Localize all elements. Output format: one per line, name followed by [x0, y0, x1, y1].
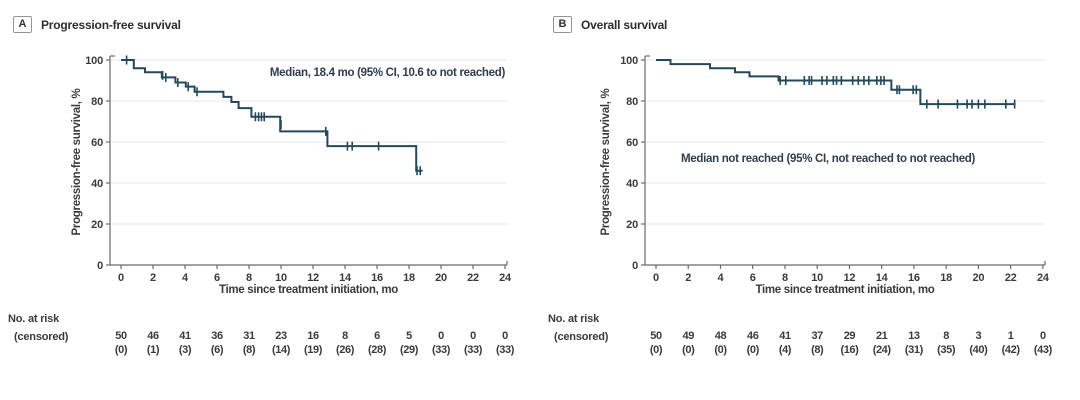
x-tick-label-24: 24 [1037, 272, 1050, 284]
y-tick-label-20: 20 [626, 219, 638, 231]
y-tick-label-20: 20 [91, 219, 103, 231]
survival-curve [121, 59, 423, 172]
x-tick-label-20: 20 [972, 272, 984, 284]
panel-b-no-at-risk-label: No. at risk [548, 313, 599, 325]
panel-a-title: Progression-free survival [41, 17, 181, 32]
survival-curve [656, 59, 1016, 106]
x-tick-label-4: 4 [182, 272, 189, 284]
panel-a-censored-label: (censored) [14, 331, 69, 343]
x-tick-label-22: 22 [467, 272, 479, 284]
panel-a-letter-badge: A [13, 16, 32, 33]
y-tick-label-40: 40 [626, 178, 638, 190]
y-tick-label-80: 80 [626, 96, 638, 108]
x-tick-label-6: 6 [214, 272, 220, 284]
panel-overall-survival: B Overall survival 0 20 40 60 80 100 0 2 4 6 8 10 12… [540, 0, 1080, 400]
panel-b-median-annotation: Median not reached (95% CI, not reached … [681, 153, 976, 165]
x-tick-label-10: 10 [275, 272, 287, 284]
y-tick-label-0: 0 [632, 260, 638, 272]
x-tick-label-20: 20 [435, 272, 447, 284]
x-tick-label-22: 22 [1005, 272, 1017, 284]
x-tick-label-2: 2 [150, 272, 156, 284]
x-tick-label-16: 16 [908, 272, 920, 284]
panel-b-title: Overall survival [581, 17, 668, 32]
x-tick-label-0: 0 [653, 272, 659, 284]
panel-a-median-annotation: Median, 18.4 mo (95% CI, 10.6 to not rea… [269, 67, 505, 79]
x-tick-label-0: 0 [118, 272, 124, 284]
y-tick-label-80: 80 [91, 96, 103, 108]
x-tick-label-6: 6 [750, 272, 756, 284]
panel-progression-free-survival: A Progression-free survival 0 20 40 60 80 100… [8, 16, 514, 356]
x-tick-label-8: 8 [246, 272, 252, 284]
panel-b-header: B Overall survival [553, 16, 667, 33]
x-tick-label-14: 14 [876, 272, 889, 284]
x-tick-label-18: 18 [940, 272, 952, 284]
panel-b-letter-badge: B [553, 16, 572, 33]
x-tick-label-18: 18 [403, 272, 415, 284]
x-tick-label-4: 4 [718, 272, 725, 284]
x-tick-label-16: 16 [371, 272, 383, 284]
y-tick-label-60: 60 [626, 137, 638, 149]
x-tick-label-8: 8 [782, 272, 788, 284]
panel-a-no-at-risk-label: No. at risk [8, 313, 59, 325]
y-tick-label-0: 0 [97, 260, 103, 272]
panel-b-y-axis-label: Progression-free survival, % [600, 88, 612, 236]
panel-b-x-axis-label: Time since treatment initiation, mo [755, 284, 935, 296]
x-tick-label-12: 12 [844, 272, 856, 284]
x-tick-label-24: 24 [499, 272, 512, 284]
x-tick-label-14: 14 [339, 272, 352, 284]
y-tick-label-100: 100 [85, 55, 103, 67]
y-tick-label-60: 60 [91, 137, 103, 149]
panel-a-y-axis-label: Progression-free survival, % [71, 88, 83, 236]
panel-a-header: A Progression-free survival [13, 16, 181, 33]
panel-b-censored-label: (censored) [554, 331, 609, 343]
y-tick-label-100: 100 [620, 55, 638, 67]
x-tick-label-2: 2 [685, 272, 691, 284]
x-tick-label-12: 12 [307, 272, 319, 284]
panel-a-x-axis-label: Time since treatment initiation, mo [218, 284, 399, 296]
x-tick-label-10: 10 [811, 272, 823, 284]
y-tick-label-40: 40 [91, 178, 103, 190]
